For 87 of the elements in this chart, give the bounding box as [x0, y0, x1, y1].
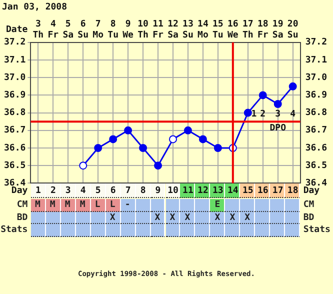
x-tick-label: 11 Fr [152, 20, 164, 40]
x2-tick-label: 8 [140, 186, 146, 196]
x2-tick-label: 5 [95, 186, 101, 196]
x-tick-label: 12 Sa [168, 20, 178, 40]
y2-tick-label: 36.7 [305, 126, 328, 136]
x-tick-label: 16 We [227, 20, 239, 40]
text: M [64, 200, 70, 210]
x-tick-label: 9 We [122, 20, 134, 40]
category-label: CM [303, 200, 314, 210]
point [198, 135, 207, 144]
point [168, 135, 177, 144]
text: L [94, 200, 100, 210]
x2-tick-label: 4 [80, 186, 86, 196]
x-tick-label: 14 Mo [198, 20, 209, 40]
category-label: BD [303, 212, 314, 222]
text: L [110, 200, 116, 210]
category-label: Stats [0, 225, 28, 235]
x-tick-label: 5 Sa [62, 20, 74, 40]
x-tick-label: 6 Su [78, 20, 89, 40]
point [94, 144, 102, 152]
point [244, 108, 252, 117]
point [258, 91, 267, 100]
text: E [214, 200, 220, 210]
x2-tick-label: 2 [50, 186, 56, 196]
text: X [184, 212, 190, 222]
point [288, 82, 297, 90]
point [154, 162, 162, 170]
x-tick-label: 10 Th [138, 20, 148, 40]
y2-tick-label: 36.5 [305, 160, 328, 171]
y-tick-label: 37.1 [4, 55, 26, 66]
y2-tick-label: 37.1 [305, 55, 328, 66]
text: - [124, 200, 130, 210]
x2-tick-label: 9 [155, 186, 161, 196]
point [139, 144, 148, 152]
x-tick-label: 18 Fr [257, 20, 269, 40]
annotation: 3 [275, 110, 281, 120]
text: M [34, 200, 40, 210]
annotation: 1 [251, 110, 257, 120]
y-tick-label: 37.0 [4, 72, 26, 83]
point [274, 100, 282, 108]
y-tick-label: 36.5 [4, 160, 26, 171]
category-label: CM [16, 200, 28, 210]
point [184, 126, 192, 134]
y-tick-label: 36.8 [4, 108, 26, 118]
y-tick-label: 37.2 [4, 38, 26, 48]
x-tick-label: 3 Th [32, 20, 44, 40]
text: X [110, 212, 116, 222]
chart-title: Jan 03, 2008 [2, 2, 68, 13]
text: X [170, 212, 176, 222]
point [214, 144, 222, 152]
y2-tick-label: 36.6 [305, 143, 328, 154]
text: X [244, 212, 250, 222]
y-tick-label: 36.7 [4, 126, 26, 136]
x2-axis-title: Day [303, 186, 320, 196]
category-label: Stats [303, 225, 330, 235]
text: X [154, 212, 160, 222]
x2-tick-label: 7 [125, 186, 131, 196]
x-tick-label: 4 Fr [48, 20, 60, 40]
x2-tick-label: 3 [65, 186, 71, 196]
x-tick-label: 15 Tu [212, 20, 224, 40]
point [109, 135, 118, 144]
y-tick-label: 36.6 [4, 143, 26, 154]
text: Day [11, 186, 28, 196]
x-axis-title: Date [6, 24, 28, 35]
annotation: DPO [270, 124, 287, 134]
x-tick-label: 19 Sa [272, 20, 284, 40]
y2-tick-label: 36.8 [305, 108, 328, 118]
x2-tick-label: 1 [35, 186, 41, 196]
x-tick-label: 8 Tu [108, 20, 118, 40]
x-tick-label: 17 Th [242, 20, 254, 40]
y2-tick-label: 36.9 [305, 90, 328, 101]
text: M [80, 200, 86, 210]
text: X [230, 212, 236, 222]
x-tick-label: 13 Su [182, 20, 194, 40]
y2-tick-label: 37.2 [305, 38, 328, 48]
x2-tick-label: 6 [110, 186, 116, 196]
y2-tick-label: 37.0 [305, 72, 328, 83]
annotation: 2 [260, 110, 266, 120]
point [124, 126, 132, 134]
x-tick-label: 20 Su [287, 20, 298, 40]
text: M [50, 200, 56, 210]
annotation: 4 [290, 110, 296, 120]
point [79, 162, 88, 170]
x-tick-label: 7 Mo [92, 20, 104, 40]
text: X [214, 212, 220, 222]
category-label: BD [16, 212, 28, 222]
y-tick-label: 36.9 [4, 90, 26, 101]
